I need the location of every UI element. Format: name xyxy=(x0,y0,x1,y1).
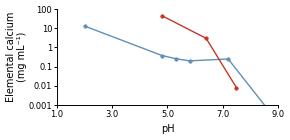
X-axis label: pH: pH xyxy=(161,124,174,134)
Y-axis label: Elemental calcium
(mg mL⁻¹): Elemental calcium (mg mL⁻¹) xyxy=(6,12,27,102)
